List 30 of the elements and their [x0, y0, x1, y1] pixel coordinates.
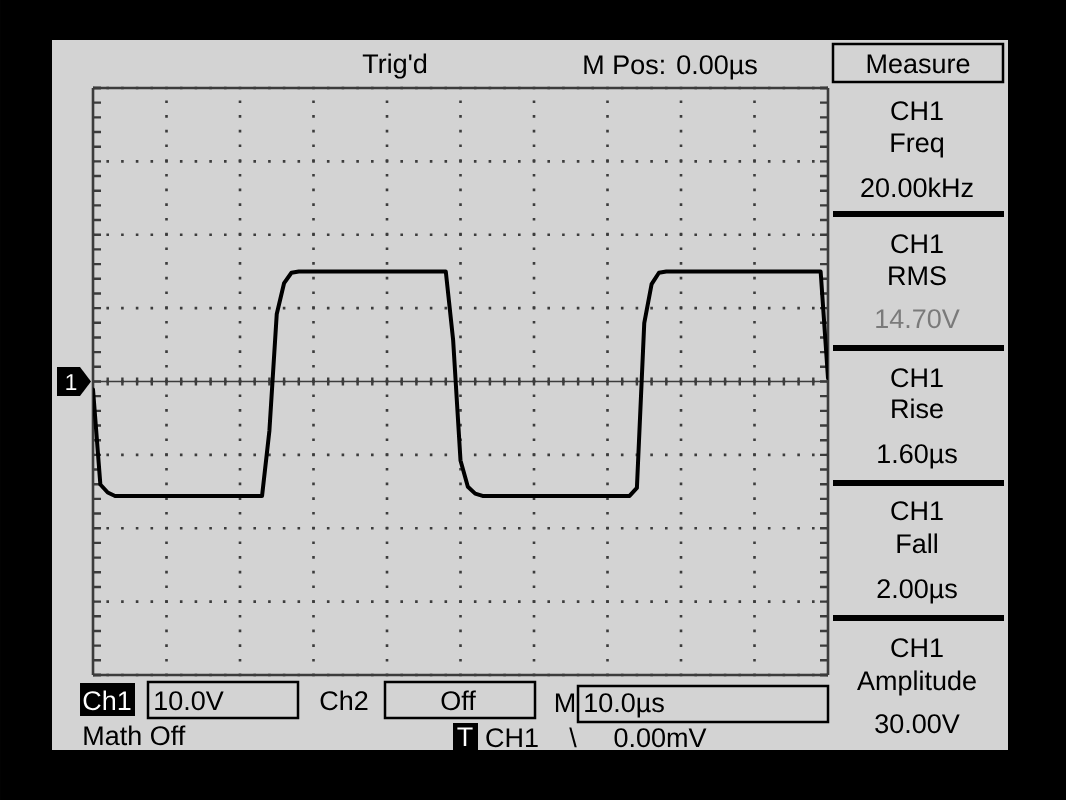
text: T — [457, 727, 473, 746]
text: Fall — [897, 533, 937, 554]
text: M — [555, 693, 575, 712]
text: 10.0V — [155, 691, 224, 711]
text: 1.60µs — [878, 444, 957, 469]
text: Measure — [867, 54, 970, 74]
text: Ch2 — [320, 690, 368, 711]
text: 0.00mV — [614, 728, 707, 748]
text: CH1 — [891, 101, 943, 121]
text: 30.00V — [875, 714, 960, 734]
text: 20.00kHz — [861, 177, 973, 198]
text: Off — [441, 690, 476, 711]
text: 10.0µs — [585, 693, 664, 718]
text: Math Off — [84, 725, 186, 746]
text: CH1 — [486, 728, 538, 748]
text: Amplitude — [857, 670, 976, 696]
text: Freq — [891, 133, 944, 158]
text: RMS — [889, 266, 946, 286]
text: 2.00µs — [877, 579, 957, 604]
text: \ — [569, 727, 577, 748]
text: 1 — [66, 374, 77, 390]
text: 14.70V — [876, 309, 960, 329]
text: Trig'd — [362, 53, 427, 79]
text: CH1 — [891, 234, 943, 254]
text: M Pos: 0.00µs — [584, 55, 757, 80]
text: CH1 — [891, 638, 943, 658]
text: Ch1 — [83, 690, 131, 711]
text: CH1 — [891, 368, 943, 388]
text: CH1 — [891, 501, 943, 521]
text: Rise — [892, 398, 943, 419]
